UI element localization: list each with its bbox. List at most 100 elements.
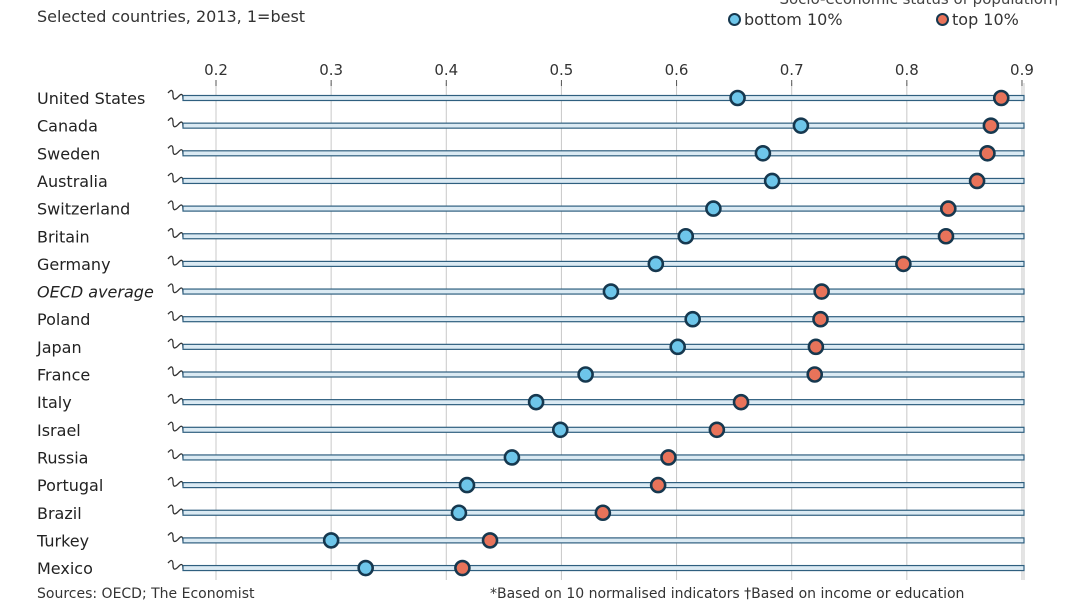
x-tick-label: 0.4	[434, 61, 458, 79]
x-tick-label: 0.9	[1010, 61, 1034, 79]
marker-top-10	[708, 421, 726, 439]
marker-top-10	[481, 532, 499, 549]
row-line	[182, 205, 1025, 212]
marker-bottom-10	[602, 283, 620, 300]
marker-bottom-10	[503, 449, 521, 466]
row-line	[182, 316, 1025, 323]
row-line	[182, 177, 1025, 185]
marker-top-10	[813, 283, 830, 300]
country-label: Canada	[37, 117, 98, 136]
marker-bottom-10	[763, 172, 781, 190]
marker-top-10	[979, 145, 996, 162]
legend-label-bottom: bottom 10%	[744, 10, 843, 29]
x-tick-label: 0.8	[895, 61, 919, 79]
marker-top-10	[806, 366, 824, 383]
row-line	[182, 150, 1025, 157]
marker-bottom-10	[551, 421, 569, 439]
axis-break-icon	[167, 145, 184, 156]
legend-header: Socio-economic status of population†	[660, 0, 1060, 8]
country-label: Switzerland	[37, 200, 130, 219]
country-label: Brazil	[37, 504, 82, 523]
row-line	[182, 260, 1025, 267]
row-line	[182, 399, 1025, 406]
row-line	[182, 122, 1025, 129]
x-tick-label: 0.7	[780, 61, 804, 79]
country-label: Poland	[37, 310, 90, 329]
marker-top-10	[937, 227, 955, 245]
row-line	[182, 94, 1025, 102]
marker-bottom-10	[458, 476, 476, 494]
x-tick-label: 0.5	[549, 61, 573, 79]
marker-top-10	[807, 338, 825, 356]
marker-bottom-10	[677, 227, 695, 245]
country-label: Japan	[36, 338, 82, 357]
row-line	[182, 233, 1025, 240]
country-label: Britain	[37, 227, 90, 246]
x-tick-label: 0.6	[665, 61, 689, 79]
country-label: OECD average	[37, 283, 154, 302]
marker-bottom-10	[684, 310, 701, 328]
axis-break-icon	[167, 476, 184, 487]
axis-break-icon	[167, 117, 184, 128]
footer-source: Sources: OECD; The Economist	[37, 586, 255, 602]
legend-marker-bottom	[728, 13, 741, 26]
axis-break-icon	[167, 311, 184, 321]
country-label: Portugal	[37, 476, 103, 495]
x-tick-label: 0.3	[319, 61, 343, 79]
row-line	[182, 482, 1025, 489]
country-label: Israel	[37, 421, 81, 440]
axis-break-icon	[167, 532, 184, 543]
legend-item-top-10: top 10%	[936, 10, 1019, 29]
country-label: Turkey	[36, 531, 89, 550]
marker-bottom-10	[647, 255, 665, 273]
legend-item-bottom-10: bottom 10%	[728, 10, 843, 29]
marker-top-10	[732, 393, 750, 411]
legend-marker-top	[936, 13, 949, 26]
axis-break-icon	[167, 89, 184, 100]
row-line	[182, 343, 1025, 350]
marker-top-10	[660, 449, 677, 466]
axis-break-icon	[167, 393, 184, 404]
axis-break-icon	[167, 283, 184, 294]
axis-break-icon	[167, 421, 184, 432]
country-label: United States	[37, 89, 145, 108]
row-line	[182, 454, 1025, 461]
axis-break-icon	[167, 338, 184, 349]
marker-bottom-10	[669, 338, 687, 356]
marker-top-10	[454, 559, 471, 577]
marker-top-10	[939, 200, 957, 217]
row-line	[182, 371, 1025, 378]
axis-break-icon	[167, 228, 184, 238]
marker-bottom-10	[754, 145, 772, 162]
country-label: Germany	[37, 255, 111, 274]
marker-bottom-10	[450, 504, 468, 522]
axis-break-icon	[167, 366, 184, 377]
chart-subtitle: Selected countries, 2013, 1=best	[37, 7, 306, 26]
marker-bottom-10	[357, 559, 374, 577]
country-label: Italy	[37, 393, 72, 412]
axis-break-icon	[167, 200, 184, 211]
marker-bottom-10	[322, 532, 340, 549]
marker-top-10	[895, 255, 912, 273]
axis-break-icon	[167, 255, 184, 266]
country-label: Australia	[37, 172, 108, 191]
marker-top-10	[982, 117, 1000, 134]
marker-top-10	[968, 172, 986, 190]
footer-notes: *Based on 10 normalised indicators †Base…	[490, 586, 965, 602]
marker-top-10	[594, 504, 612, 522]
country-label: France	[37, 366, 90, 385]
legend-label-top: top 10%	[952, 10, 1019, 29]
marker-bottom-10	[729, 89, 746, 107]
country-label: Russia	[37, 448, 88, 467]
axis-break-icon	[167, 504, 184, 515]
country-label: Sweden	[37, 144, 100, 163]
marker-top-10	[812, 310, 829, 328]
marker-top-10	[992, 89, 1010, 107]
axis-break-icon	[167, 449, 184, 460]
axis-break-icon	[167, 559, 184, 570]
marker-top-10	[649, 476, 667, 494]
marker-bottom-10	[705, 200, 722, 217]
marker-bottom-10	[792, 117, 810, 134]
row-line	[182, 426, 1025, 433]
